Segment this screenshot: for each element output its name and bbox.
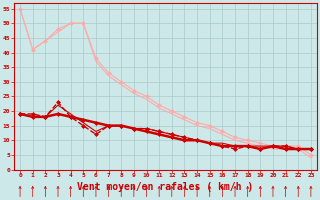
X-axis label: Vent moyen/en rafales ( km/h ): Vent moyen/en rafales ( km/h ) (77, 182, 254, 192)
